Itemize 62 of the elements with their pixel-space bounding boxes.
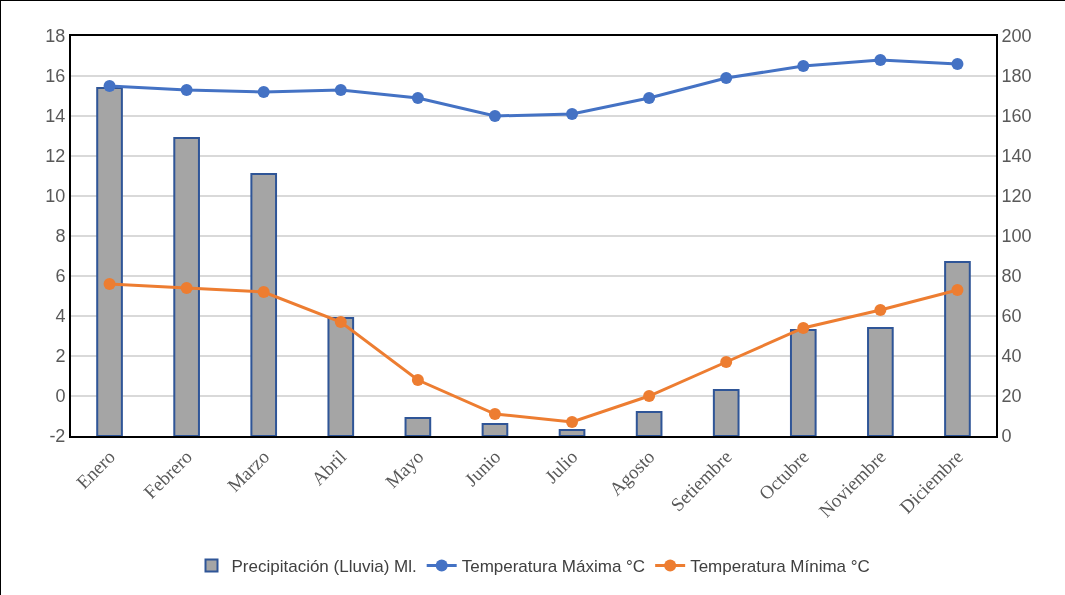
point (951, 284, 964, 296)
point (720, 356, 733, 368)
point (566, 108, 579, 120)
bar (712, 389, 740, 436)
y2-tick-label: 200 (1001, 26, 1032, 47)
point (180, 84, 193, 96)
y-tick-label: 16 (45, 66, 66, 87)
bar (789, 329, 817, 436)
point (566, 416, 579, 428)
y-tick-label: -2 (49, 426, 66, 447)
point (180, 282, 193, 294)
y2-tick-label: 80 (1001, 266, 1022, 287)
point (103, 80, 116, 92)
point (257, 286, 270, 298)
point (488, 110, 501, 122)
bar (558, 429, 586, 436)
y-tick-label: 0 (55, 386, 66, 407)
bar (635, 411, 663, 436)
point (488, 408, 501, 420)
y2-tick-label: 180 (1001, 66, 1032, 87)
bar (173, 137, 200, 436)
y2-tick-label: 40 (1001, 346, 1022, 367)
y-tick-label: 18 (45, 26, 66, 47)
point (334, 84, 347, 96)
y-tick-label: 8 (55, 226, 66, 247)
y-tick-label: 14 (45, 106, 66, 127)
y2-tick-label: 160 (1001, 106, 1032, 127)
bar (96, 87, 123, 436)
bar (481, 423, 509, 436)
point (643, 92, 656, 104)
y-tick-label: 6 (55, 266, 66, 287)
point (643, 390, 656, 402)
y-tick-label: 10 (45, 186, 66, 207)
point (797, 60, 810, 72)
point (103, 278, 116, 290)
legend-label: Temperatura Máxima °C (461, 557, 646, 577)
legend-label: Precipitación (Lluvia) Ml. (231, 557, 417, 577)
x-tick-label: Julio (540, 446, 582, 487)
bar (944, 261, 971, 436)
point (411, 92, 424, 104)
point (797, 322, 810, 334)
point (720, 72, 733, 84)
y2-tick-label: 120 (1001, 186, 1032, 207)
point (257, 86, 270, 98)
bar (404, 417, 432, 436)
y-tick-label: 4 (55, 306, 66, 327)
y-tick-label: 2 (55, 346, 66, 367)
y2-tick-label: 60 (1001, 306, 1022, 327)
bar (250, 173, 278, 436)
y2-tick-label: 100 (1001, 226, 1032, 247)
y2-tick-label: 140 (1001, 146, 1032, 167)
point (874, 54, 887, 66)
point (411, 374, 424, 386)
point (874, 304, 887, 316)
bar (867, 327, 894, 436)
y2-tick-label: 0 (1001, 426, 1012, 447)
point (951, 58, 964, 70)
bar (327, 317, 355, 436)
y2-tick-label: 20 (1001, 386, 1022, 407)
legend-label: Temperatura Mínima °C (690, 557, 870, 577)
y-tick-label: 12 (45, 146, 66, 167)
point (334, 316, 347, 328)
